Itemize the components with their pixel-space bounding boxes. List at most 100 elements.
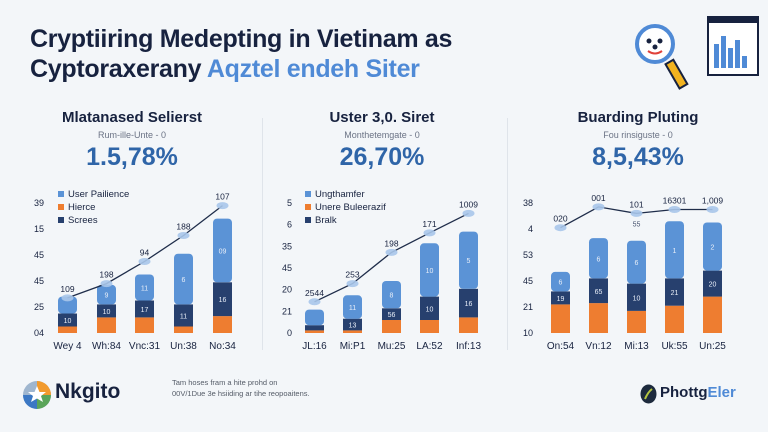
y-tick-label: 0 [287, 328, 292, 338]
y-tick-label: 45 [282, 263, 292, 273]
trend-point [706, 206, 719, 213]
bar-segment-navy [665, 278, 684, 306]
x-tick-label: Uk:55 [661, 341, 688, 352]
trend-label: 171 [422, 219, 436, 229]
trend-point [592, 203, 605, 211]
title-line-2: Cyptoraxerany Aqztel endeh Siter [30, 54, 452, 84]
y-tick-label: 39 [34, 198, 44, 208]
bar-segment-light_blue [343, 295, 362, 319]
bar-segment-light_blue [174, 253, 193, 305]
chart-title: Buarding Pluting [577, 109, 699, 126]
segment-label: 6 [597, 256, 601, 263]
trend-label: 2544 [305, 288, 324, 298]
chart-title: Uster 3,0. Siret [329, 109, 435, 126]
bar-segment-navy [382, 308, 401, 320]
trend-label: 1009 [459, 199, 478, 209]
bar-segment-light_blue [420, 243, 439, 297]
partner-brand-dark: Phottg [660, 384, 708, 401]
bar-segment-light_blue [97, 284, 116, 305]
chart-headline-value: 26,70% [339, 143, 425, 171]
segment-label: 56 [388, 312, 396, 319]
trend-point [346, 280, 359, 288]
title-line-1: Cryptiiring Medepting in Vietinam as [30, 25, 453, 53]
bar-segment-orange [627, 310, 646, 333]
magnifier-face-icon [635, 24, 689, 90]
legend-swatch [58, 191, 64, 197]
bar-segment-orange [174, 326, 193, 333]
trend-point [100, 280, 113, 288]
bar-segment-orange [213, 316, 232, 333]
trend-point [308, 298, 321, 306]
bar-segment-orange [58, 326, 77, 333]
bar-segment-light_blue [665, 221, 684, 279]
segment-label: 10 [426, 268, 434, 275]
bar-segment-light_blue [589, 238, 608, 279]
bar-segment-navy [459, 288, 478, 318]
y-tick-label: 21 [523, 302, 533, 312]
trend-point [462, 209, 475, 217]
x-tick-label: On:54 [547, 341, 575, 352]
bar-segment-light_blue [627, 240, 646, 284]
bar-segment-light_blue [58, 296, 77, 314]
legend-label: Unere Buleerazif [315, 202, 386, 213]
chart-title: Mlatanased Selierst [61, 109, 203, 126]
bar-segment-orange [420, 320, 439, 333]
x-tick-label: LA:52 [416, 341, 443, 352]
legend-label: Screes [68, 215, 98, 226]
trend-label: 94 [140, 248, 150, 258]
segment-label: 1 [673, 248, 677, 255]
y-tick-label: 45 [523, 276, 533, 286]
nkgito-logo-icon [23, 381, 51, 409]
bar-segment-light_blue [382, 281, 401, 309]
x-tick-label: Vnc:31 [129, 341, 161, 352]
chart-headline-value: 1.5,78% [86, 143, 178, 171]
segment-label: 11 [141, 286, 148, 293]
trend-point [668, 206, 681, 213]
trend-label: 198 [384, 238, 398, 248]
header-illustration [635, 16, 759, 90]
legend-label: User Pailience [68, 189, 129, 200]
trend-label: 188 [176, 222, 190, 232]
bar-segment-light_blue [305, 309, 324, 326]
x-tick-label: Mu:25 [378, 341, 406, 352]
legend-swatch [305, 217, 311, 223]
bar-segment-navy [589, 278, 608, 304]
legend-label: Hierce [68, 202, 95, 213]
chart-subtitle: Fou rinsiguste - 0 [603, 130, 673, 140]
segment-label: 2 [711, 245, 715, 252]
chart-board-icon [707, 16, 759, 76]
x-tick-label: Mi:13 [624, 341, 649, 352]
trend-label: 16301 [663, 196, 687, 206]
y-tick-label: 5 [287, 198, 292, 208]
segment-label: 13 [349, 323, 357, 330]
y-tick-label: 25 [34, 302, 44, 312]
trend-point [177, 232, 190, 239]
segment-label: 17 [141, 307, 149, 314]
bar-segment-orange [459, 317, 478, 333]
y-tick-label: 53 [523, 250, 533, 260]
y-tick-label: 4 [528, 224, 533, 234]
bar-segment-navy [58, 313, 77, 327]
bar-segment-light_blue [135, 274, 154, 301]
bar-segment-light_blue [551, 271, 570, 292]
bar-segment-navy [174, 304, 193, 327]
trend-point [423, 229, 436, 237]
x-tick-label: Wh:84 [92, 341, 121, 352]
trend-label: 109 [60, 284, 74, 294]
bar-segment-light_blue [213, 218, 232, 283]
bar-segment-orange [97, 317, 116, 333]
segment-label: 11 [180, 313, 187, 320]
footer-brand: Nkgito [55, 380, 121, 403]
divider [262, 118, 263, 350]
title-line-2-accent: Aqztel endeh Siter [206, 55, 420, 83]
segment-label: 10 [426, 306, 434, 313]
y-tick-label: 6 [287, 220, 292, 230]
bar-segment-orange [382, 320, 401, 333]
trend-label: 198 [99, 270, 113, 280]
partner-logo-icon [640, 384, 657, 404]
bar-segment-navy [135, 300, 154, 318]
y-tick-label: 45 [34, 276, 44, 286]
segment-label: 9 [105, 293, 109, 300]
y-tick-label: 04 [34, 328, 44, 338]
trend-label: 101 [629, 199, 643, 209]
